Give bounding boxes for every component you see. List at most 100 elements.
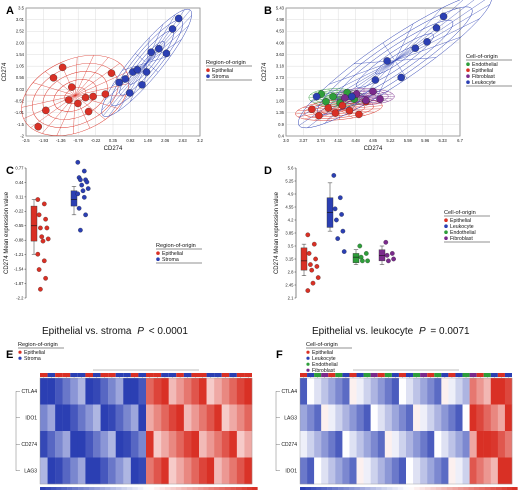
panel-f-color-scale bbox=[327, 487, 333, 490]
panel-f-heat-cell bbox=[427, 378, 435, 405]
panel-e-heat-cell bbox=[146, 404, 154, 432]
panel-e-color-scale bbox=[208, 487, 215, 490]
panel-f-color-scale bbox=[479, 487, 486, 490]
panel-e-heat-cell bbox=[236, 404, 245, 432]
panel-f-heat-cell bbox=[314, 378, 322, 405]
panel-e-color-scale bbox=[121, 487, 128, 490]
panel-f-column-color bbox=[455, 373, 463, 377]
panel-f-color-scale bbox=[305, 487, 312, 490]
panel-b-point-leukocyte bbox=[371, 76, 380, 84]
panel-f-heat-cell bbox=[413, 431, 421, 458]
panel-f-color-scale bbox=[376, 487, 382, 490]
panel-c-point-epithelial bbox=[43, 216, 48, 222]
panel-f-heat-cell bbox=[406, 457, 414, 485]
panel-f-color-scale bbox=[316, 487, 322, 490]
panel-d-point-leukocyte bbox=[337, 195, 343, 201]
panel-f-color-scale bbox=[495, 487, 502, 490]
panel-e-heatmap: CTLA4 IDO1 CD274 LAG3 Region-of-origin Epithe… bbox=[15, 342, 258, 490]
panel-d-y-tick-label: 5.6 bbox=[288, 165, 294, 170]
panel-e-heat-cell bbox=[244, 378, 253, 405]
panel-e-color-scale bbox=[186, 487, 193, 490]
panel-f-heat-cell bbox=[349, 404, 357, 432]
panel-f-heat-cell bbox=[497, 404, 506, 432]
panel-e-heat-cell bbox=[100, 431, 109, 458]
panel-a-y-tick-label: -0.52 bbox=[14, 98, 24, 103]
panel-f-legend-item-endothelial: Endothelial bbox=[312, 362, 338, 368]
panel-f-heat-cell bbox=[321, 378, 329, 405]
panel-f-heat-cell bbox=[307, 404, 315, 432]
panel-e-heat-cell bbox=[108, 378, 116, 405]
panel-f-color-scale bbox=[403, 487, 409, 490]
panel-e-color-scale bbox=[94, 487, 100, 490]
panel-e-column-color bbox=[138, 373, 146, 377]
panel-e-legend-marker-stroma bbox=[18, 356, 22, 360]
panel-b-legend-marker-fibroblast bbox=[466, 74, 470, 78]
panel-d-point-epithelial bbox=[310, 280, 316, 286]
panel-f-heat-cell bbox=[384, 404, 393, 432]
panel-f-heat-cell bbox=[504, 431, 513, 458]
panel-e-color-scale bbox=[50, 487, 57, 490]
panel-b-x-tick-label: 5.59 bbox=[404, 138, 413, 143]
panel-e-heat-cell bbox=[221, 457, 230, 485]
panel-f-heat-cell bbox=[307, 457, 315, 485]
panel-f-color-scale bbox=[501, 487, 507, 490]
caption-d: Epithelial vs. leukocyte P = 0.0071 bbox=[312, 326, 470, 337]
panel-e-color-scale bbox=[213, 487, 220, 490]
panel-d-point-epithelial bbox=[305, 288, 311, 293]
panel-e-column-color bbox=[168, 373, 177, 377]
panel-b-y-tick-label: 4.98 bbox=[276, 17, 285, 22]
panel-a-point-stroma bbox=[147, 48, 155, 56]
panel-f-heat-cell bbox=[462, 404, 470, 432]
panel-a-y-tick-label: 1.05 bbox=[16, 64, 25, 69]
panel-f-color-scale bbox=[381, 487, 388, 490]
panel-f-heat-cell bbox=[391, 431, 400, 458]
panel-f-heat-cell bbox=[377, 404, 385, 432]
panel-a-point-epithelial bbox=[64, 96, 73, 104]
panel-e-heat-cell bbox=[77, 457, 86, 485]
panel-e-column-color bbox=[206, 373, 215, 377]
panel-f-heat-cell bbox=[370, 431, 378, 458]
panel-e-heat-cell bbox=[77, 378, 86, 405]
panel-d-legend-marker-endothelial bbox=[444, 230, 448, 234]
panel-letter-a: A bbox=[6, 5, 14, 17]
panel-d-point-epithelial bbox=[308, 262, 313, 267]
panel-d-legend-item-leukocyte: Leukocyte bbox=[450, 224, 474, 230]
panel-e-column-color bbox=[85, 373, 93, 377]
panel-e-column-color bbox=[244, 373, 252, 377]
panel-e-heat-cell bbox=[161, 431, 169, 458]
panel-e-heat-cell bbox=[236, 378, 245, 405]
panel-c-y-tick-label: -0.22 bbox=[14, 209, 24, 214]
panel-f-heat-cell bbox=[441, 404, 449, 432]
panel-e-column-color bbox=[55, 373, 63, 377]
panel-e-heat-cell bbox=[244, 431, 253, 458]
panel-f-heat-cell bbox=[356, 378, 364, 405]
panel-f-heat-cell bbox=[321, 457, 329, 485]
panel-f-color-scale bbox=[310, 487, 317, 490]
panel-d-point-leukocyte bbox=[341, 249, 347, 254]
panel-f-color-scale bbox=[386, 487, 393, 490]
panel-e-heat-cell bbox=[221, 404, 230, 432]
panel-c-point-stroma bbox=[78, 177, 83, 183]
panel-f-legend-marker-leukocyte bbox=[306, 356, 310, 360]
panel-e-heat-cell bbox=[199, 378, 207, 405]
panel-b-legend-item-leukocyte: Leukocyte bbox=[472, 80, 496, 86]
panel-f-color-scale bbox=[332, 487, 339, 490]
panel-f-column-color bbox=[476, 373, 484, 377]
panel-e-heat-cell bbox=[138, 378, 147, 405]
panel-b-x-tick-label: 4.85 bbox=[369, 138, 378, 143]
panel-b-x-tick-label: 6.7 bbox=[457, 138, 463, 143]
panel-e-heat-cell bbox=[153, 378, 162, 405]
panel-e-column-color bbox=[130, 373, 139, 377]
panel-d-point-fibroblast bbox=[389, 251, 395, 256]
panel-e-heat-cell bbox=[153, 431, 162, 458]
panel-e-row-label-ido1: IDO1 bbox=[25, 415, 37, 421]
panel-e-heat-frame bbox=[39, 377, 253, 485]
panel-f-heat-cell bbox=[483, 457, 491, 485]
panel-f-heat-cell bbox=[448, 404, 456, 432]
panel-f-heat-cell bbox=[377, 431, 385, 458]
panel-e-column-color bbox=[236, 373, 245, 377]
panel-f-column-color bbox=[363, 373, 371, 377]
panel-e-column-color bbox=[146, 373, 154, 377]
panel-e-heat-cell bbox=[70, 378, 79, 405]
panel-f-heat-cell bbox=[342, 431, 350, 458]
